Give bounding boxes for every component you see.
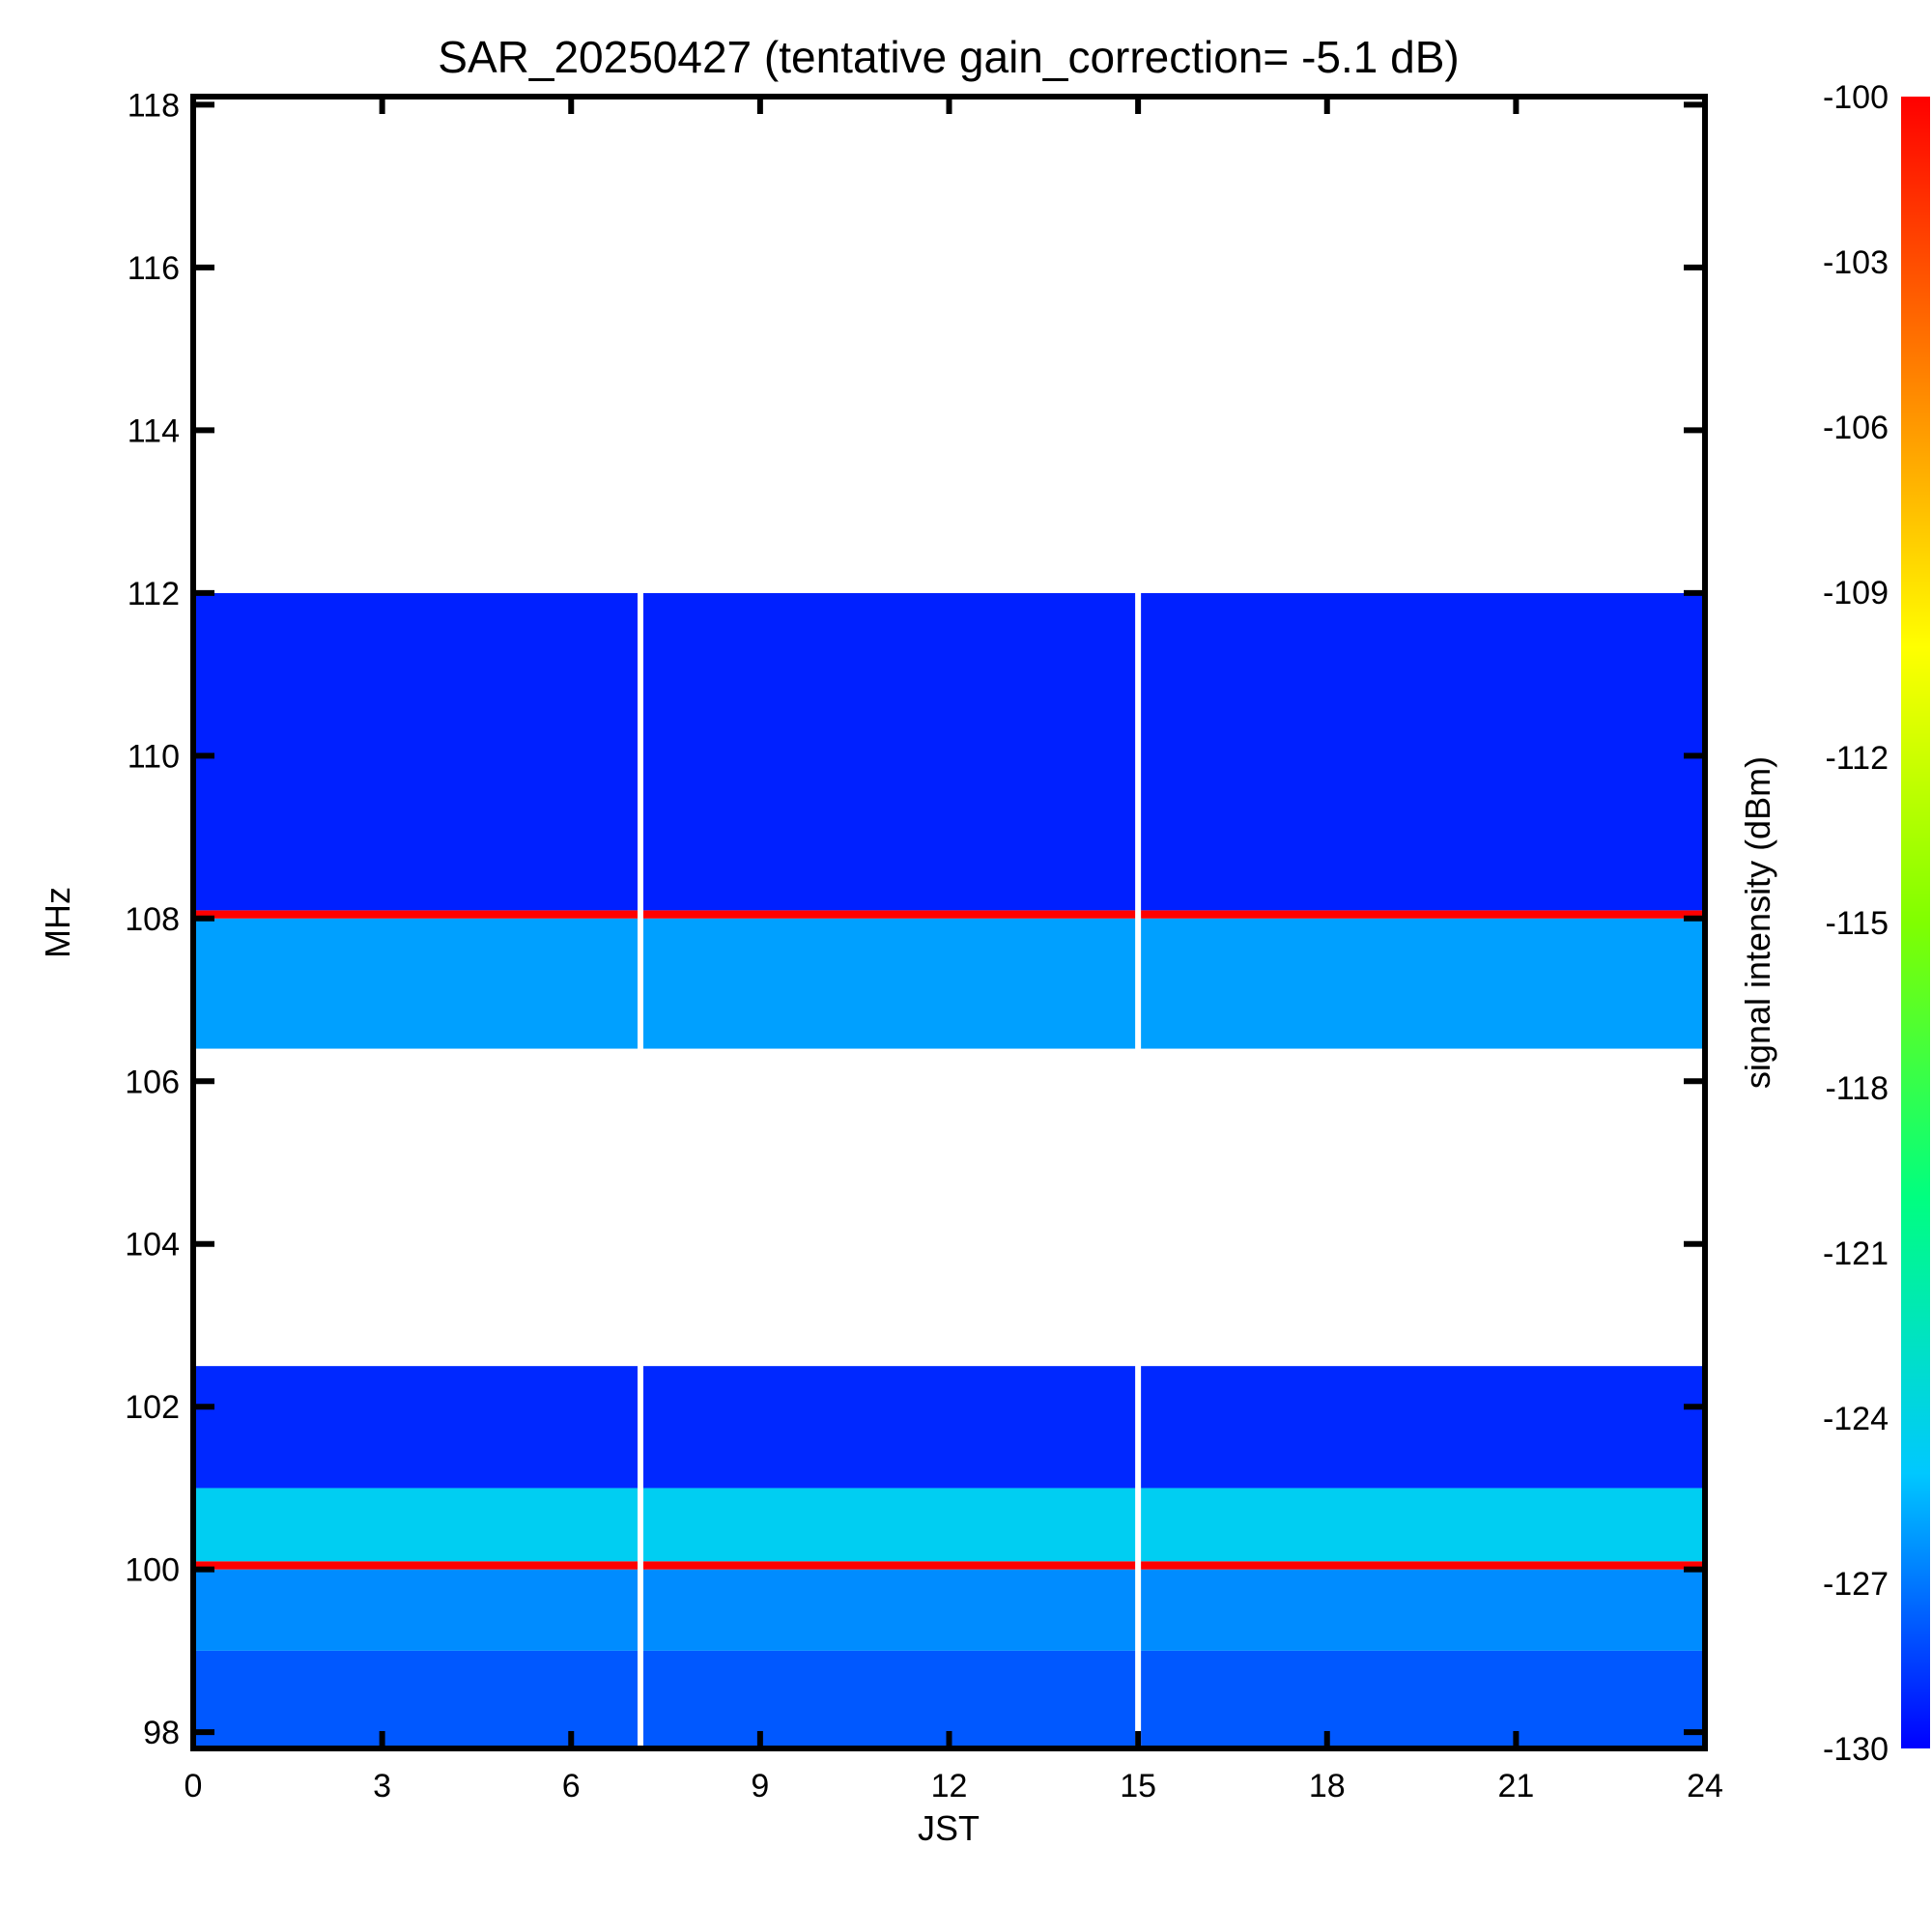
colorbar-tick-label: -127 xyxy=(1823,1566,1889,1603)
x-tick-label: 6 xyxy=(562,1768,581,1804)
x-tick-label: 21 xyxy=(1497,1768,1534,1804)
x-tick-label: 18 xyxy=(1309,1768,1346,1804)
y-tick-label: 100 xyxy=(125,1552,180,1589)
y-tick-label: 104 xyxy=(125,1227,180,1264)
colorbar-tick-label: -112 xyxy=(1825,740,1889,777)
colorbar-tick-label: -103 xyxy=(1823,244,1889,281)
y-tick-label: 102 xyxy=(125,1389,180,1426)
frequency-band xyxy=(193,1048,1705,1367)
frequency-band xyxy=(193,592,1705,911)
frequency-band xyxy=(193,1561,1705,1570)
colorbar-tick-label: -106 xyxy=(1823,410,1889,446)
x-tick-label: 0 xyxy=(185,1768,203,1804)
data-gap xyxy=(1135,97,1142,1748)
y-tick-label: 118 xyxy=(128,87,180,124)
frequency-band xyxy=(193,1569,1705,1651)
colorbar-tick-label: -115 xyxy=(1825,905,1889,942)
y-tick-label: 110 xyxy=(128,738,180,775)
x-tick-label: 3 xyxy=(373,1768,391,1804)
x-axis-label: JST xyxy=(918,1808,980,1848)
y-tick-label: 108 xyxy=(125,901,180,938)
y-tick-label: 116 xyxy=(128,250,180,287)
colorbar-tick-label: -100 xyxy=(1823,79,1889,116)
colorbar-tick-label: -118 xyxy=(1825,1070,1889,1107)
y-tick-label: 98 xyxy=(143,1715,180,1751)
colorbar-ticks: -100 -103 -106 -109 -112 -115 -118 -121 -124 -127… xyxy=(1823,79,1889,1768)
x-tick-label: 15 xyxy=(1120,1768,1156,1804)
x-axis-ticks: 0 3 6 9 12 15 18 21 24 xyxy=(185,97,1723,1804)
colorbar-tick-label: -121 xyxy=(1823,1236,1889,1272)
y-tick-label: 114 xyxy=(128,412,180,449)
colorbar-tick-label: -109 xyxy=(1823,575,1889,611)
colorbar-label: signal intensity (dBm) xyxy=(1738,756,1777,1089)
data-gap xyxy=(637,97,643,1748)
y-axis-label: MHz xyxy=(38,887,77,958)
frequency-band xyxy=(193,910,1705,919)
colorbar-tick-label: -124 xyxy=(1823,1401,1889,1437)
x-tick-label: 9 xyxy=(751,1768,769,1804)
y-tick-label: 112 xyxy=(128,576,180,612)
frequency-band xyxy=(193,1488,1705,1562)
y-axis-ticks: 98 100 102 104 106 108 110 112 114 116 118 xyxy=(125,87,1705,1751)
colorbar xyxy=(1901,97,1930,1748)
colorbar-tick-label: -130 xyxy=(1823,1731,1889,1768)
heatmap-area xyxy=(193,97,1705,1748)
frequency-band xyxy=(193,97,1705,593)
data-gaps xyxy=(637,97,1142,1748)
frequency-band xyxy=(193,918,1705,1049)
y-tick-label: 106 xyxy=(125,1064,180,1100)
frequency-band xyxy=(193,1366,1705,1489)
x-tick-label: 12 xyxy=(931,1768,968,1804)
x-tick-label: 24 xyxy=(1687,1768,1723,1804)
chart-title: SAR_20250427 (tentative gain_correction=… xyxy=(438,32,1459,82)
